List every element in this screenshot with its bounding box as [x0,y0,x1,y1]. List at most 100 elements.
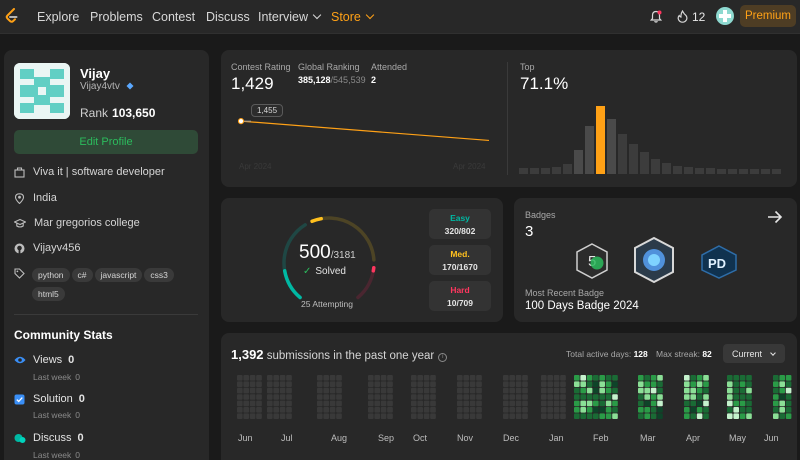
github-text[interactable]: Vijayv456 [33,242,81,254]
global-ranking: 385,128/545,539 [298,75,366,85]
heatmap-cell [336,394,342,400]
heatmap-cell [380,387,387,394]
heatmap-cell [547,407,553,413]
global-rank-total: /545,539 [330,75,366,85]
year-selector[interactable]: Current [723,344,785,363]
heatmap-cell [560,375,566,381]
heatmap-cell [469,394,476,400]
fire-icon[interactable] [677,10,688,23]
arrow-right-icon[interactable] [767,210,783,224]
leetcode-logo-icon[interactable] [5,8,19,24]
heatmap-cell [509,413,515,419]
views-value: 0 [68,354,75,366]
skill-tag[interactable]: html5 [32,287,65,301]
premium-button[interactable]: Premium [740,5,796,27]
heatmap-cell [739,381,746,387]
heatmap-cell [237,413,243,419]
heatmap-cell [503,387,509,394]
heatmap-cell [593,375,599,381]
info-icon[interactable]: i [438,353,448,362]
nav-explore[interactable]: Explore [37,10,80,24]
avatar [14,63,70,119]
heatmap-cell [256,387,262,394]
active-days-label: Total active days: [566,349,632,359]
heatmap-cell [684,381,690,387]
heatmap-cell [417,381,423,387]
nav-problems[interactable]: Problems [90,10,143,24]
streak-count[interactable]: 12 [692,10,706,24]
heatmap-cell [380,375,387,381]
skill-tag[interactable]: css3 [144,268,174,282]
solved-progress-ring[interactable] [269,211,389,311]
heatmap-cell [703,387,709,394]
heatmap-cell [785,381,792,387]
heatmap-cell [374,413,380,419]
github-row[interactable]: Vijayv456 [14,242,81,254]
heatmap-cell [739,400,746,407]
heatmap-cell [368,407,374,413]
views-sub-label: Last week [33,372,72,382]
pd-badge-icon[interactable]: PD [699,244,739,280]
heatmap-cell [696,375,703,381]
heatmap-cell [509,394,515,400]
heatmap-cell [329,407,336,413]
location-row: India [14,192,57,204]
heatmap-cell [380,400,387,407]
heatmap-cell [368,400,374,407]
skill-tag[interactable]: python [32,268,70,282]
skill-tag[interactable]: javascript [94,268,143,282]
nav-interview[interactable]: Interview [258,10,322,24]
heatmap-cell [336,381,342,387]
discuss-delta: 0 [75,450,81,460]
user-avatar[interactable] [716,7,734,25]
edit-profile-button[interactable]: Edit Profile [14,130,198,154]
heatmap-cell [690,394,696,400]
heatmap-cell [317,400,323,407]
heatmap-cell [503,381,509,387]
rating-line-chart[interactable] [221,50,507,187]
heatmap-cell [746,407,752,413]
heatmap-cell [515,394,522,400]
heatmap-cell [469,400,476,407]
heatmap-cell [657,413,663,419]
submissions-card: 1,392 submissions in the past one year i … [221,333,797,460]
submission-heatmap[interactable] [221,373,797,431]
rating-histogram[interactable] [519,98,789,176]
easy-box[interactable]: Easy 320/802 [429,209,491,239]
heatmap-cell [323,375,329,381]
50-days-badge-icon[interactable]: 5 [574,242,610,280]
bell-icon[interactable] [650,10,662,23]
heatmap-cell [580,413,586,419]
building-icon [14,166,25,178]
heatmap-cell [779,400,785,407]
solved-card: 500/3181 ✓ Solved 25 Attempting Easy 320/… [221,198,503,322]
about-text: Viva it | software developer [33,166,165,178]
heatmap-cell [267,407,273,413]
medium-box[interactable]: Med. 170/1670 [429,245,491,275]
heatmap-cell [317,413,323,419]
nav-discuss[interactable]: Discuss [206,10,250,24]
pin-icon [126,82,134,90]
hard-label: Hard [450,285,470,295]
skill-tag[interactable]: c# [71,268,93,282]
month-label: Nov [457,433,474,443]
heatmap-cell [243,375,249,381]
100-days-badge-icon[interactable] [632,236,676,284]
histogram-bar [673,166,682,174]
heatmap-cell [586,413,593,419]
heatmap-cell [779,394,785,400]
nav-contest[interactable]: Contest [152,10,196,24]
histogram-bar [706,168,715,174]
heatmap-cell [593,407,599,413]
heatmap-cell [547,375,553,381]
max-streak: Max streak: 82 [656,349,712,359]
histogram-bar [728,169,737,174]
heatmap-cell [644,394,650,400]
heatmap-cell [593,387,599,394]
hard-box[interactable]: Hard 10/709 [429,281,491,311]
heatmap-cell [267,375,273,381]
heatmap-cell [612,381,618,387]
nav-store[interactable]: Store [331,10,375,24]
heatmap-cell [273,381,279,387]
heatmap-cell [574,381,580,387]
